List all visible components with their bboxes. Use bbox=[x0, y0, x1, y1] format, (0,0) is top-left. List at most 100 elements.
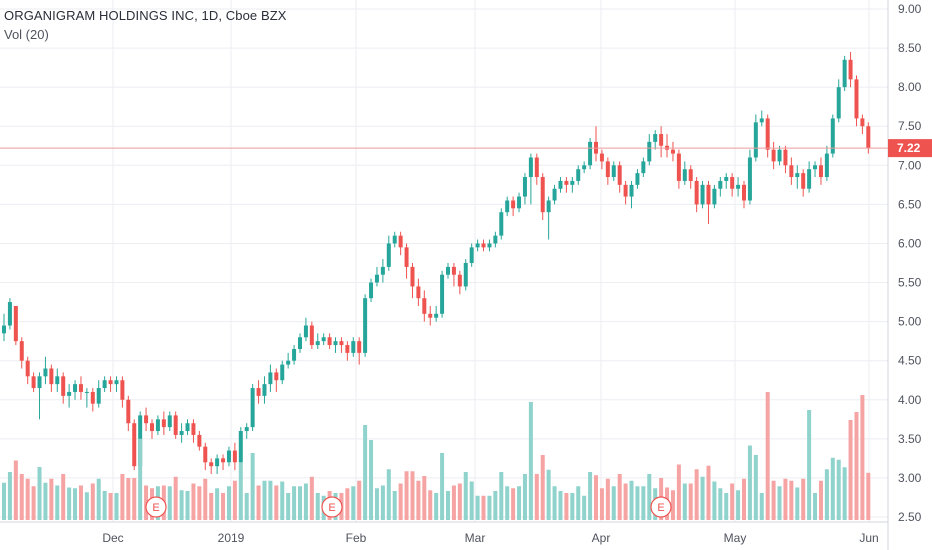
candle-body bbox=[357, 341, 362, 353]
candle-body bbox=[84, 391, 89, 393]
candle-body bbox=[274, 372, 279, 381]
volume-bar bbox=[31, 486, 36, 520]
y-tick-label: 5.00 bbox=[898, 315, 922, 329]
candle-body bbox=[434, 313, 439, 318]
candle-body bbox=[623, 184, 628, 197]
volume-bar bbox=[256, 485, 261, 520]
candle-body bbox=[19, 341, 24, 361]
candle-body bbox=[647, 141, 652, 162]
volume-bar bbox=[185, 491, 190, 520]
volume-bar bbox=[451, 485, 456, 520]
volume-bar bbox=[605, 478, 610, 520]
volume-bar bbox=[481, 495, 486, 520]
volume-bar bbox=[546, 469, 551, 520]
candle-body bbox=[132, 423, 137, 467]
volume-bar bbox=[558, 491, 563, 520]
volume-bar bbox=[398, 483, 403, 520]
volume-bar bbox=[493, 491, 498, 520]
volume-bar bbox=[848, 420, 853, 520]
candle-body bbox=[286, 360, 291, 365]
candle-body bbox=[765, 118, 770, 150]
candle-body bbox=[173, 415, 178, 435]
volume-bar bbox=[55, 485, 60, 520]
volume-indicator-label[interactable]: Vol (20) bbox=[4, 27, 49, 42]
volume-bar bbox=[221, 493, 226, 520]
current-price-badge bbox=[888, 139, 932, 158]
earnings-marker[interactable]: E bbox=[145, 496, 167, 518]
candle-body bbox=[268, 372, 273, 385]
candle-body bbox=[469, 247, 474, 263]
volume-bar bbox=[818, 480, 823, 520]
candle-body bbox=[546, 200, 551, 213]
x-tick-label: Feb bbox=[346, 531, 367, 545]
candle-body bbox=[2, 325, 6, 334]
volume-bar bbox=[505, 486, 510, 520]
volume-bar bbox=[487, 495, 492, 520]
y-tick-label: 8.50 bbox=[898, 41, 922, 55]
earnings-marker[interactable]: E bbox=[650, 496, 672, 518]
candle-body bbox=[558, 180, 563, 189]
volume-bar bbox=[736, 490, 741, 520]
volume-bar bbox=[730, 483, 735, 520]
volume-bar bbox=[475, 495, 480, 520]
volume-bar bbox=[428, 490, 433, 520]
volume-bar bbox=[268, 480, 273, 520]
volume-bar bbox=[499, 472, 504, 520]
volume-bar bbox=[96, 478, 101, 520]
volume-bar bbox=[67, 487, 72, 520]
candle-body bbox=[150, 423, 154, 432]
volume-bar bbox=[61, 474, 66, 520]
volume-bar bbox=[807, 410, 812, 520]
volume-bar bbox=[860, 395, 865, 520]
volume-bar bbox=[191, 483, 196, 520]
candle-body bbox=[700, 184, 705, 205]
volume-bar bbox=[114, 493, 119, 520]
candle-body bbox=[487, 243, 492, 248]
candle-body bbox=[232, 450, 237, 463]
earnings-marker-label: E bbox=[657, 502, 664, 514]
candle-body bbox=[576, 169, 581, 181]
candle-body bbox=[540, 177, 545, 213]
candle-body bbox=[682, 169, 687, 181]
y-tick-label: 7.50 bbox=[898, 119, 922, 133]
volume-bar bbox=[511, 488, 516, 520]
volume-bar bbox=[357, 480, 362, 520]
candle-body bbox=[215, 458, 220, 467]
candle-body bbox=[256, 388, 261, 396]
volume-bar bbox=[700, 476, 705, 520]
candle-body bbox=[43, 368, 48, 377]
volume-bar bbox=[280, 481, 285, 520]
volume-bar bbox=[179, 490, 184, 520]
candle-body bbox=[31, 376, 36, 389]
volume-bar bbox=[688, 483, 693, 520]
volume-bar bbox=[440, 453, 445, 520]
candle-body bbox=[517, 196, 522, 209]
candle-body bbox=[599, 153, 604, 162]
volume-bar bbox=[777, 486, 782, 520]
volume-bar bbox=[540, 455, 545, 520]
volume-bar bbox=[416, 480, 421, 520]
candle-body bbox=[209, 462, 214, 467]
candle-body bbox=[303, 325, 308, 338]
candle-body bbox=[854, 79, 859, 119]
volume-bar bbox=[392, 491, 397, 520]
candle-body bbox=[706, 184, 711, 205]
candle-body bbox=[688, 169, 693, 181]
candle-body bbox=[380, 266, 385, 275]
volume-bar bbox=[564, 493, 569, 520]
candle-body bbox=[108, 380, 113, 385]
volume-bar bbox=[742, 478, 746, 520]
volume-bar bbox=[43, 482, 48, 520]
candle-body bbox=[522, 177, 527, 197]
candle-body bbox=[842, 59, 847, 88]
candle-body bbox=[37, 376, 42, 389]
earnings-marker[interactable]: E bbox=[321, 496, 343, 518]
volume-bar bbox=[522, 474, 527, 520]
candle-body bbox=[345, 345, 350, 353]
candle-body bbox=[499, 212, 504, 236]
volume-bar bbox=[682, 483, 687, 520]
volume-bar bbox=[463, 472, 468, 520]
candle-body bbox=[333, 341, 338, 346]
candle-body bbox=[534, 157, 539, 178]
